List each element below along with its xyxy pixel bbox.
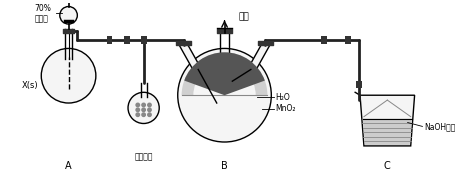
- Circle shape: [135, 107, 140, 112]
- Bar: [356, 81, 362, 88]
- Circle shape: [66, 0, 71, 1]
- Circle shape: [178, 48, 271, 142]
- Circle shape: [60, 6, 77, 24]
- Text: A: A: [65, 161, 72, 171]
- Bar: [124, 36, 130, 44]
- Bar: [321, 36, 327, 44]
- Polygon shape: [179, 45, 201, 69]
- Text: C: C: [384, 161, 391, 171]
- Text: X(s): X(s): [22, 81, 38, 90]
- Bar: [106, 36, 113, 44]
- Circle shape: [135, 102, 140, 107]
- Circle shape: [147, 107, 152, 112]
- Text: H₂O: H₂O: [275, 93, 290, 102]
- Text: NaOH溶液: NaOH溶液: [425, 122, 456, 131]
- Polygon shape: [360, 95, 414, 146]
- Polygon shape: [247, 45, 270, 69]
- Circle shape: [41, 48, 96, 103]
- Wedge shape: [181, 52, 268, 95]
- Polygon shape: [363, 119, 412, 145]
- Text: 70%
浓硫酸: 70% 浓硫酸: [34, 4, 51, 23]
- Text: 多孔球泡: 多孔球泡: [134, 152, 153, 161]
- Text: B: B: [221, 161, 228, 171]
- Bar: [345, 36, 351, 44]
- Circle shape: [141, 102, 146, 107]
- Circle shape: [135, 112, 140, 117]
- Text: MnO₂: MnO₂: [275, 104, 296, 113]
- Text: 搅拌: 搅拌: [238, 13, 249, 22]
- Circle shape: [141, 107, 146, 112]
- Bar: [141, 36, 147, 44]
- Circle shape: [147, 112, 152, 117]
- Circle shape: [141, 112, 146, 117]
- Circle shape: [128, 92, 159, 124]
- Circle shape: [147, 102, 152, 107]
- Wedge shape: [184, 52, 265, 95]
